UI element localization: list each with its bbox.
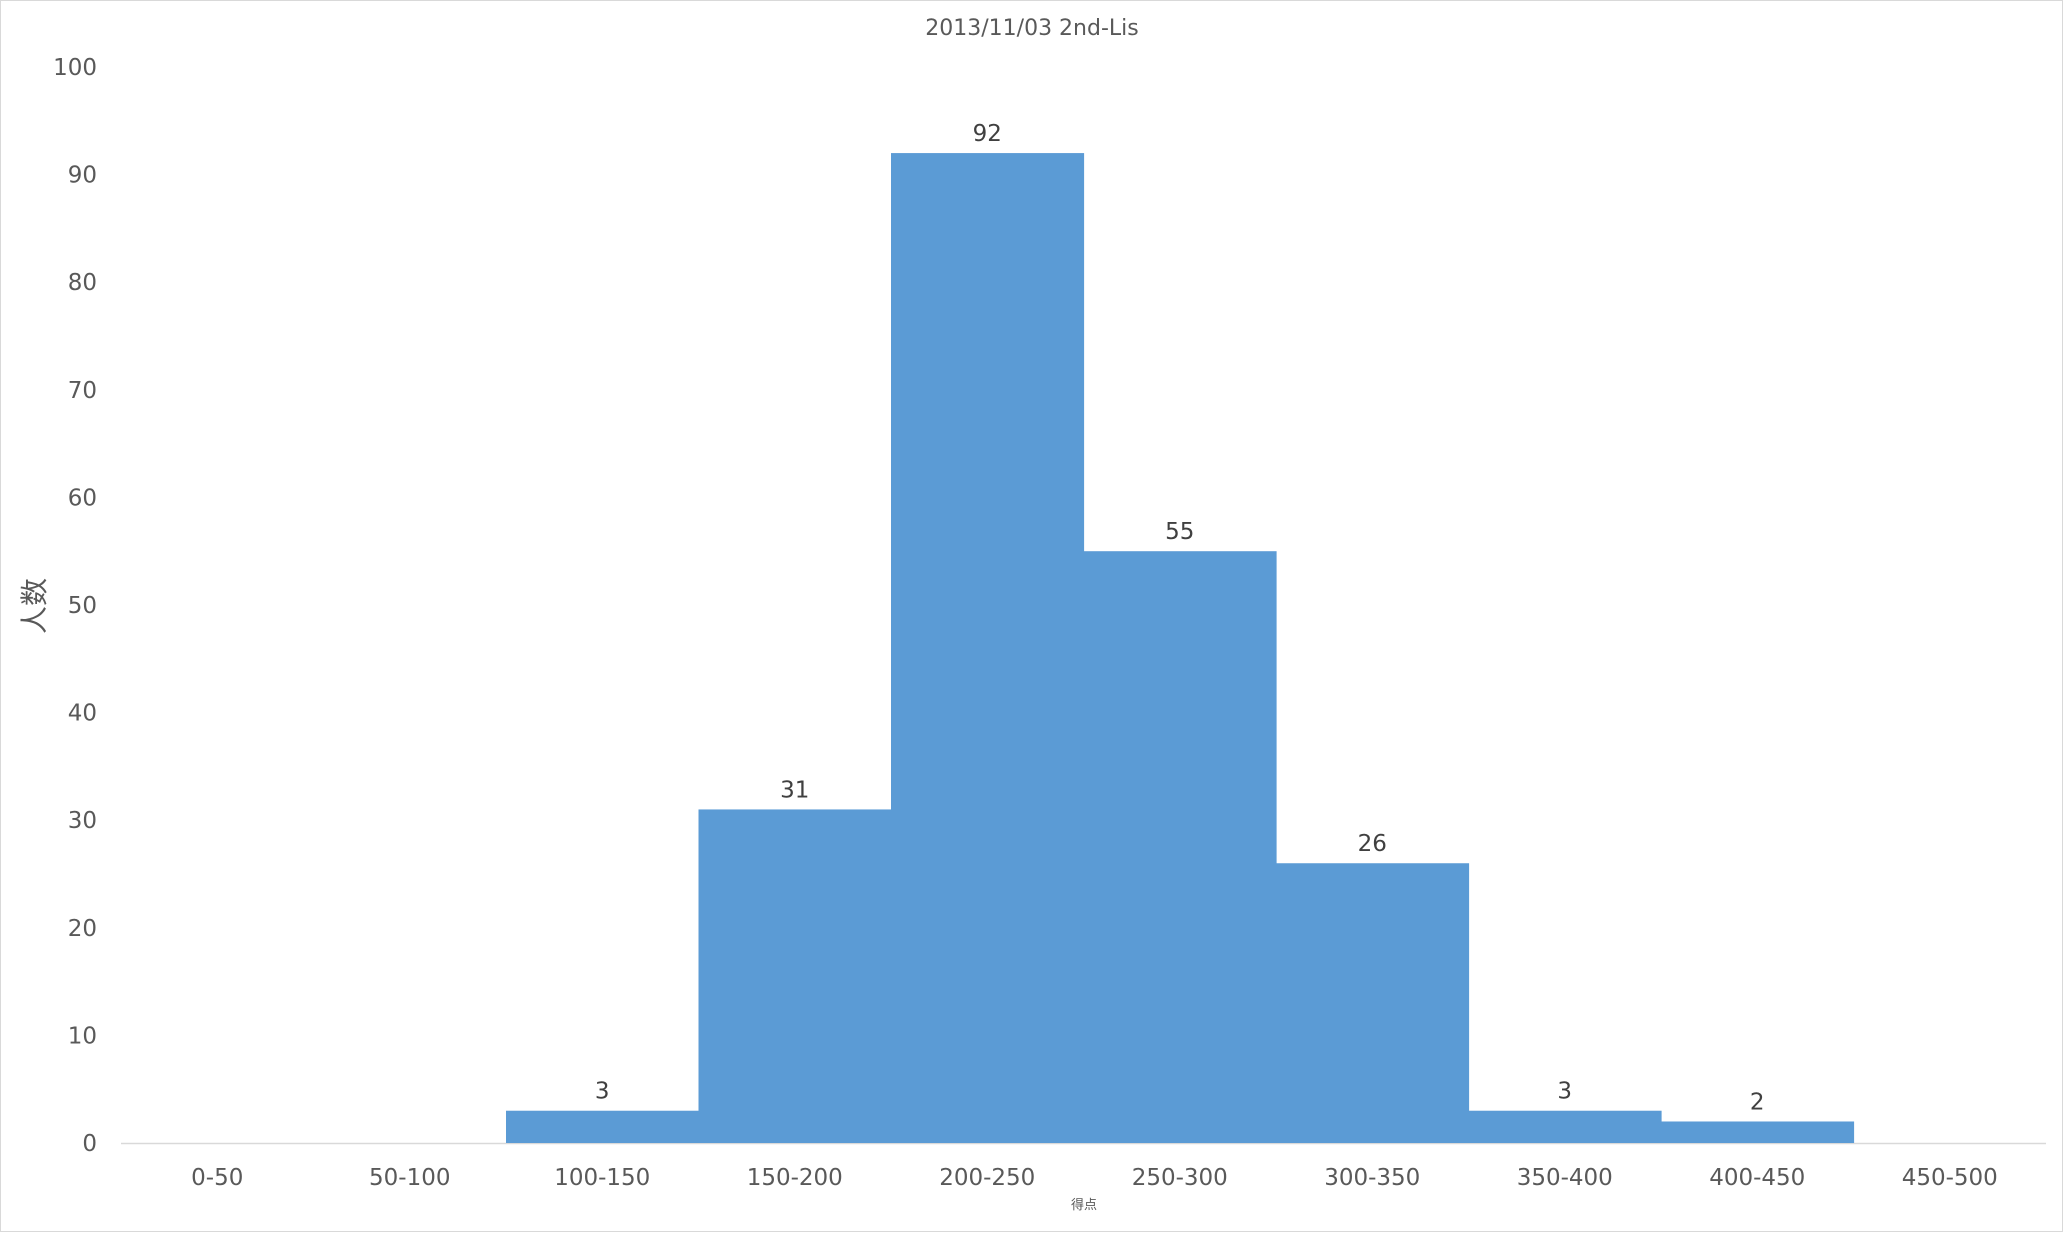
data-label-150-200: 31 (780, 777, 809, 803)
chart-title: 2013/11/03 2nd-Lis (925, 16, 1138, 41)
bar-200-250 (891, 153, 1085, 1143)
bar-100-150 (506, 1110, 700, 1143)
x-tick-label: 300-350 (1324, 1165, 1420, 1191)
y-tick-label: 0 (82, 1131, 97, 1157)
x-tick-label: 400-450 (1709, 1165, 1805, 1191)
x-tick-label: 350-400 (1517, 1165, 1613, 1191)
y-tick-label: 60 (68, 485, 97, 511)
bar-150-200 (698, 809, 892, 1143)
bars-group (506, 153, 1855, 1143)
bar-350-400 (1468, 1110, 1662, 1143)
y-tick-label: 80 (68, 270, 97, 296)
x-tick-label: 450-500 (1902, 1165, 1998, 1191)
y-tick-label: 90 (68, 163, 97, 189)
y-tick-label: 100 (53, 55, 97, 81)
x-tick-label: 100-150 (554, 1165, 650, 1191)
x-tick-label: 50-100 (369, 1165, 450, 1191)
bar-300-350 (1276, 863, 1470, 1143)
x-axis-title: 得点 (1071, 1197, 1097, 1213)
data-label-250-300: 55 (1165, 519, 1194, 545)
x-tick-label: 0-50 (191, 1165, 243, 1191)
bar-250-300 (1083, 551, 1277, 1143)
y-tick-label: 40 (68, 701, 97, 727)
x-tick-label: 150-200 (747, 1165, 843, 1191)
data-label-100-150: 3 (595, 1079, 610, 1105)
y-axis-tick-labels: 0 10 20 30 40 50 60 70 80 90 100 (53, 55, 97, 1157)
y-tick-label: 10 (68, 1023, 97, 1049)
x-axis-tick-labels: 0-50 50-100 100-150 150-200 200-250 250-300 30… (191, 1165, 1998, 1191)
x-tick-label: 250-300 (1132, 1165, 1228, 1191)
y-tick-label: 70 (68, 378, 97, 404)
data-label-300-350: 26 (1358, 831, 1387, 857)
x-tick-label: 200-250 (939, 1165, 1035, 1191)
y-tick-label: 50 (68, 593, 97, 619)
data-label-200-250: 92 (973, 121, 1002, 147)
data-labels-group: 3 31 92 55 26 3 2 (595, 121, 1765, 1115)
y-tick-label: 30 (68, 808, 97, 834)
data-label-400-450: 2 (1750, 1089, 1765, 1115)
y-tick-label: 20 (68, 916, 97, 942)
y-axis-title: 人数 (18, 578, 51, 634)
data-label-350-400: 3 (1557, 1079, 1572, 1105)
bar-400-450 (1661, 1121, 1855, 1143)
